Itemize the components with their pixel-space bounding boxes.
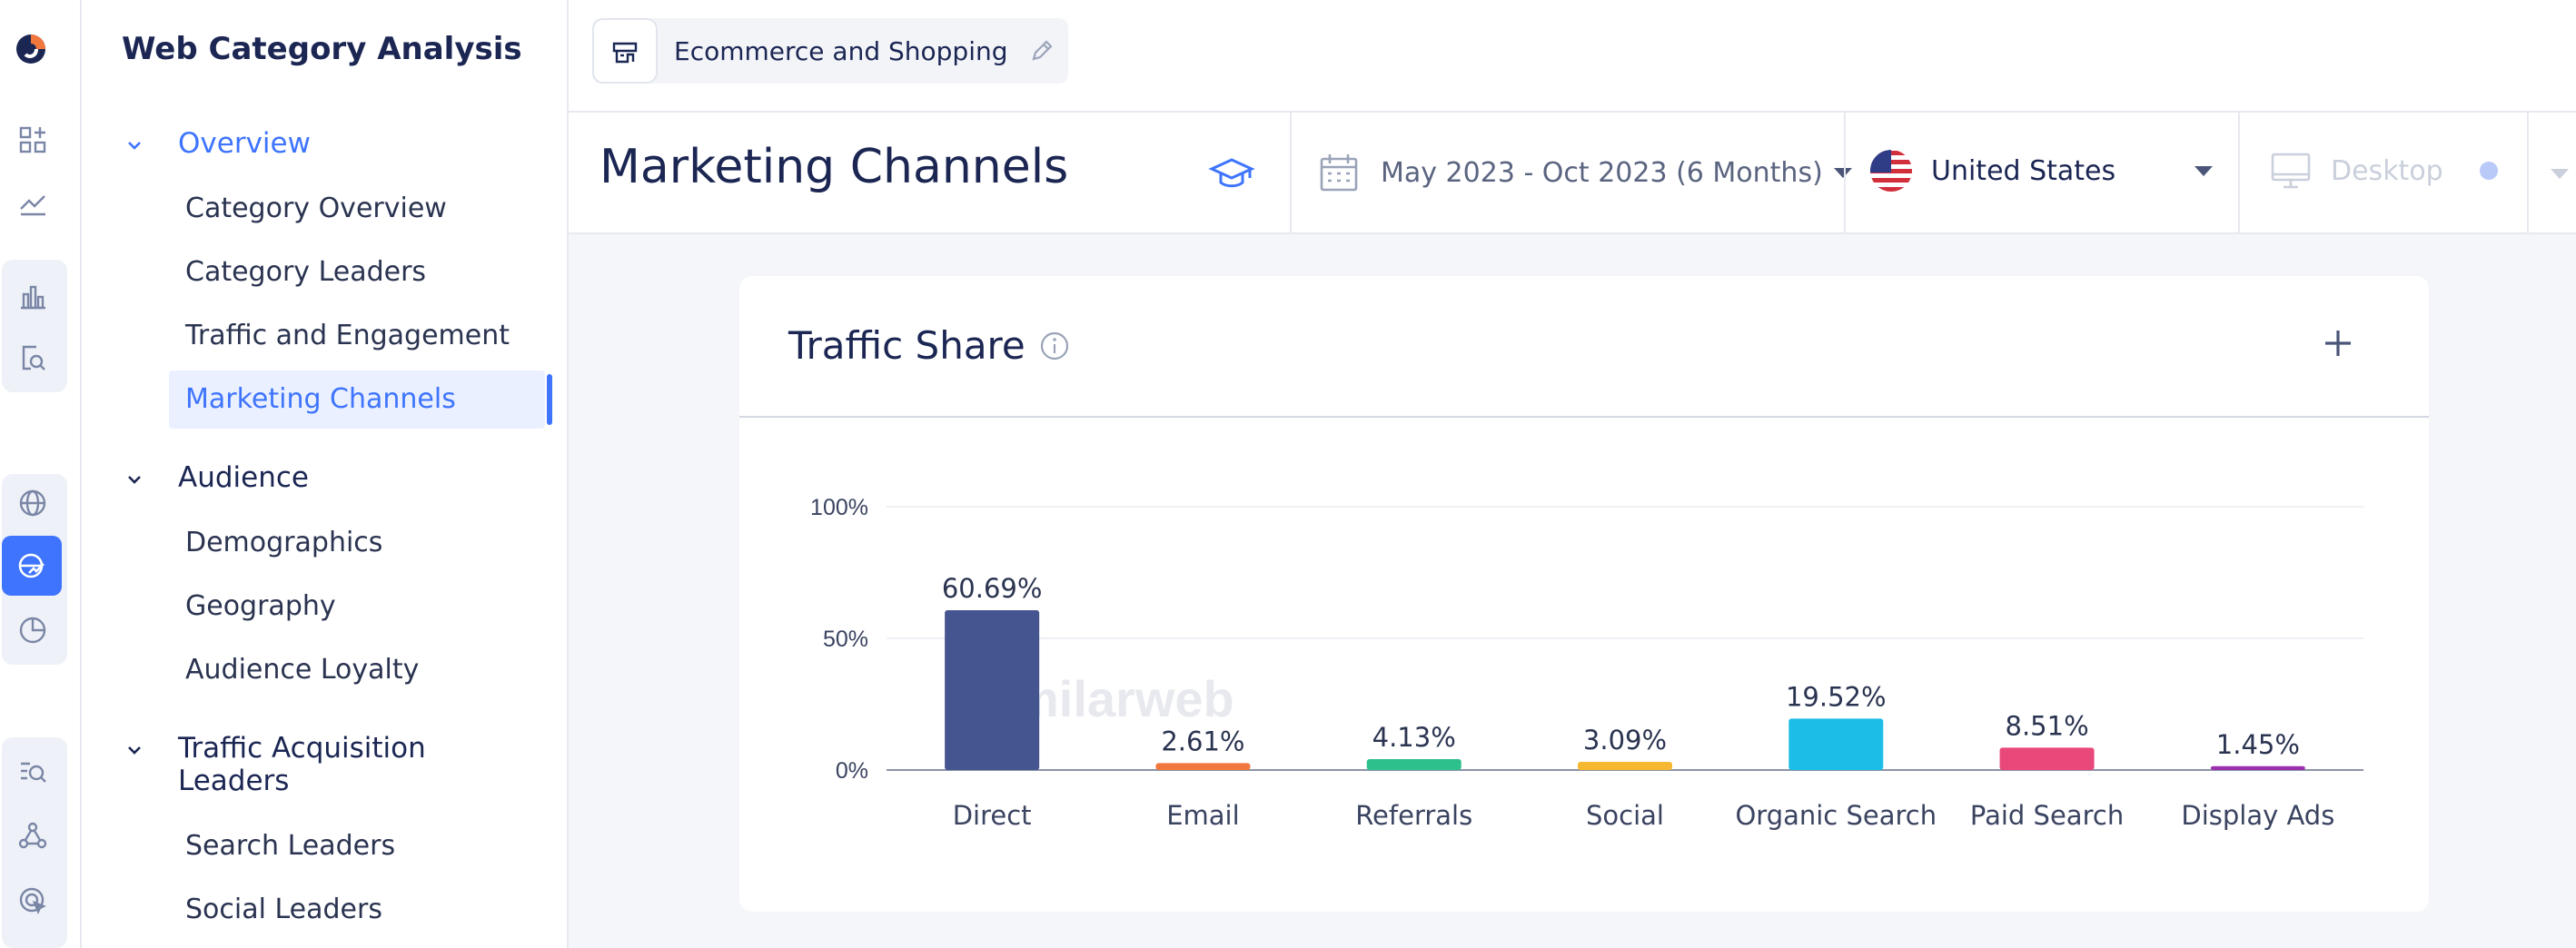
- bar-value-label: 4.13%: [1372, 722, 1456, 753]
- nav-section-label: Traffic Acquisition Leaders: [178, 732, 426, 797]
- nav-selection-indicator: [547, 374, 552, 425]
- calendar-icon: [1320, 154, 1358, 192]
- desktop-icon: [2271, 153, 2311, 189]
- nav-section-label: Overview: [178, 127, 311, 160]
- x-tick-label: Social: [1586, 800, 1664, 831]
- bar-direct[interactable]: [945, 609, 1040, 770]
- add-plus-icon[interactable]: [2318, 323, 2358, 363]
- bar-value-label: 60.69%: [942, 573, 1043, 604]
- graduation-cap-icon[interactable]: [1208, 151, 1255, 198]
- page-title: Marketing Channels: [599, 140, 1069, 194]
- bar-chart-icon[interactable]: [15, 278, 51, 314]
- card-divider: [739, 416, 2429, 418]
- x-tick-label: Direct: [953, 800, 1032, 831]
- similarweb-logo-icon[interactable]: [13, 31, 49, 67]
- main-content: Traffic Share similarweb 0% 50% 100% 60.69…: [569, 234, 2576, 948]
- category-name: Ecommerce and Shopping: [674, 35, 1008, 66]
- target-cursor-icon[interactable]: [15, 883, 51, 919]
- us-flag-icon: [1870, 150, 1912, 192]
- bar-social[interactable]: [1578, 762, 1672, 770]
- globe-chart-icon[interactable]: [2, 536, 62, 596]
- nav-section-overview[interactable]: Overview: [122, 127, 451, 160]
- date-range-value: May 2023 - Oct 2023 (6 Months): [1381, 156, 1823, 189]
- status-dot: [2479, 162, 2498, 180]
- bar-paid-search[interactable]: [1999, 747, 2095, 770]
- caret-down-icon: [2195, 165, 2213, 176]
- country-value: United States: [1931, 154, 2116, 187]
- country-selector[interactable]: United States: [1869, 149, 2213, 193]
- caret-down-icon[interactable]: [2551, 169, 2569, 179]
- header-divider: [2527, 113, 2529, 234]
- y-tick-label: 100%: [810, 495, 868, 520]
- trend-line-icon[interactable]: [15, 185, 51, 222]
- caret-down-icon: [1833, 167, 1852, 178]
- nav-item-social-leaders[interactable]: Social Leaders: [185, 894, 382, 925]
- chevron-down-icon: [128, 746, 141, 755]
- x-tick-label: Email: [1166, 800, 1239, 831]
- network-icon[interactable]: [15, 817, 51, 854]
- nav-item-traffic-engagement[interactable]: Traffic and Engagement: [185, 320, 510, 351]
- bar-email[interactable]: [1155, 763, 1251, 770]
- rail-group-research: [2, 260, 67, 392]
- bar-value-label: 8.51%: [2006, 710, 2089, 741]
- traffic-share-card: Traffic Share similarweb 0% 50% 100% 60.69…: [739, 276, 2429, 912]
- nav-item-search-leaders[interactable]: Search Leaders: [185, 830, 396, 862]
- shop-icon: [592, 18, 658, 84]
- bar-value-label: 2.61%: [1161, 726, 1244, 756]
- device-selector[interactable]: Desktop: [2269, 149, 2498, 193]
- top-bar: Ecommerce and Shopping: [569, 0, 2576, 113]
- edit-pencil-icon[interactable]: [1028, 37, 1055, 64]
- bar-value-label: 1.45%: [2216, 729, 2300, 760]
- globe-icon[interactable]: [15, 485, 51, 521]
- nav-item-audience-loyalty[interactable]: Audience Loyalty: [185, 654, 420, 686]
- nav-title: Web Category Analysis: [122, 31, 522, 67]
- x-tick-label: Organic Search: [1735, 800, 1937, 831]
- chevron-down-icon: [128, 476, 141, 484]
- bar-organic-search[interactable]: [1788, 718, 1884, 770]
- header-divider: [1290, 113, 1292, 234]
- nav-item-marketing-channels[interactable]: Marketing Channels: [169, 370, 545, 429]
- nav-section-traffic-acquisition[interactable]: Traffic Acquisition Leaders: [122, 732, 451, 797]
- bar-value-label: 3.09%: [1583, 725, 1667, 755]
- y-tick-label: 0%: [836, 758, 868, 784]
- nav-item-geography[interactable]: Geography: [185, 590, 336, 622]
- nav-item-category-leaders[interactable]: Category Leaders: [185, 256, 427, 288]
- header-divider: [2238, 113, 2240, 234]
- card-title: Traffic Share: [788, 323, 1025, 368]
- bar-referrals[interactable]: [1366, 759, 1461, 770]
- nav-section-label: Audience: [178, 461, 309, 494]
- list-search-icon[interactable]: [15, 754, 51, 790]
- page-header: Marketing Channels May 2023 - Oct 2023 (…: [569, 113, 2576, 234]
- y-tick-label: 50%: [823, 627, 868, 652]
- secondary-nav: Web Category Analysis Overview Category …: [82, 0, 569, 948]
- bar-display-ads[interactable]: [2210, 765, 2305, 770]
- info-icon[interactable]: [1039, 331, 1070, 361]
- icon-rail: [0, 0, 82, 948]
- nav-item-demographics[interactable]: Demographics: [185, 527, 383, 558]
- bar-value-label: 19.52%: [1786, 681, 1887, 712]
- date-range-picker[interactable]: May 2023 - Oct 2023 (6 Months): [1317, 151, 1852, 194]
- header-divider: [1844, 113, 1846, 234]
- traffic-share-bar-chart: similarweb 0%50%100% 60.69%Direct2.61%Em…: [810, 495, 2363, 831]
- nav-section-audience[interactable]: Audience: [122, 461, 451, 494]
- chevron-down-icon: [128, 142, 141, 150]
- x-tick-label: Referrals: [1355, 800, 1472, 831]
- nav-item-category-overview[interactable]: Category Overview: [185, 193, 447, 224]
- pie-chart-icon[interactable]: [15, 612, 51, 648]
- dashboard-add-icon[interactable]: [15, 122, 51, 158]
- device-value: Desktop: [2331, 154, 2443, 187]
- category-chip[interactable]: Ecommerce and Shopping: [592, 18, 1068, 84]
- x-tick-label: Display Ads: [2181, 800, 2334, 831]
- search-doc-icon[interactable]: [15, 340, 51, 376]
- x-tick-label: Paid Search: [1970, 800, 2124, 831]
